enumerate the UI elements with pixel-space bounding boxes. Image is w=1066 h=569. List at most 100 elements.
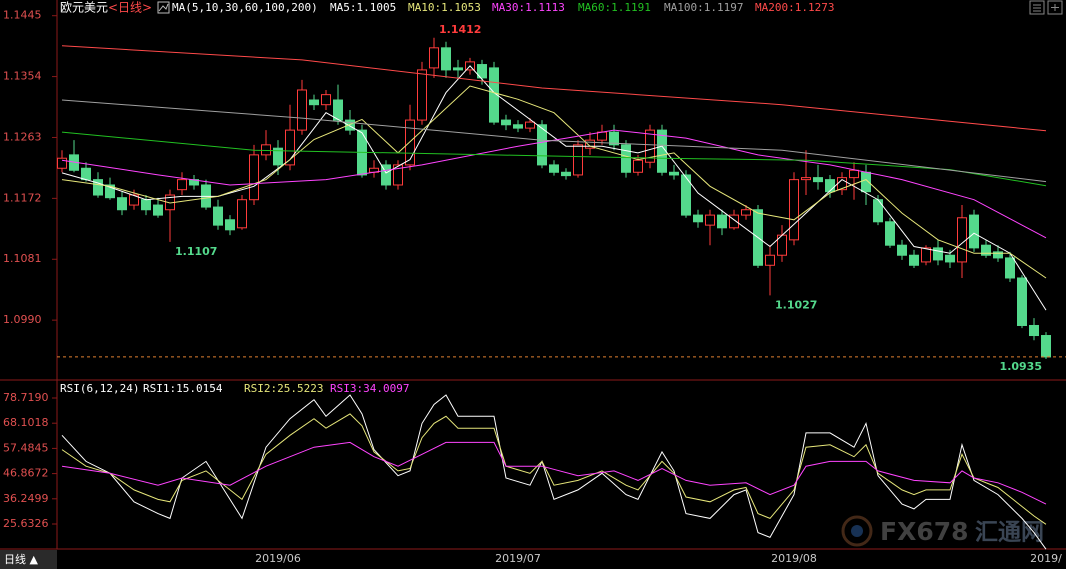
indicator-icon[interactable]: [157, 1, 170, 14]
y-tick-label: 25.6326: [3, 517, 49, 530]
candle-body: [597, 131, 607, 141]
candle-body: [573, 144, 583, 176]
y-tick-label: 57.4845: [3, 441, 49, 454]
series-line: [61, 394, 1047, 550]
candle-body: [729, 214, 739, 229]
candle-body: [885, 221, 895, 246]
candle-body: [309, 99, 319, 106]
candle-body: [741, 209, 751, 216]
candle-body: [405, 119, 415, 166]
watermark: FX678 汇通网: [841, 515, 1044, 547]
candle-body: [429, 47, 439, 69]
candle-body: [1005, 257, 1015, 279]
indicator-icon-glyph: [158, 3, 169, 12]
candle-body: [1017, 277, 1027, 326]
candle-body: [1041, 335, 1051, 358]
candle-body: [249, 154, 259, 201]
candle-body: [297, 89, 307, 131]
candle-body: [513, 124, 523, 129]
candle-body: [105, 184, 115, 199]
candle-body: [705, 214, 715, 226]
y-tick-label: 1.1445: [3, 9, 42, 22]
candle-body: [117, 197, 127, 211]
x-tick-label: 2019/07: [495, 552, 541, 565]
series-line: [61, 441, 1047, 505]
candle-body: [393, 164, 403, 186]
series-line: [61, 65, 1047, 311]
footer-label[interactable]: 日线 ▲: [4, 552, 38, 566]
candle-body: [141, 199, 151, 211]
window-button-glyph: [1033, 4, 1041, 12]
candle-body: [561, 171, 571, 177]
y-tick-label: 68.1018: [3, 416, 49, 429]
legend-item: MA200:1.1273: [755, 1, 834, 14]
price-annotation: 1.1027: [775, 298, 817, 311]
candle-body: [549, 164, 559, 173]
series-line: [61, 85, 1047, 279]
candle-body: [333, 99, 343, 121]
candle-body: [945, 254, 955, 263]
candle-body: [237, 199, 247, 229]
x-tick-label: 2019/06: [255, 552, 301, 565]
candle-body: [717, 214, 727, 229]
window-button[interactable]: [1047, 0, 1063, 15]
candle-body: [621, 144, 631, 173]
watermark-name: 汇通网: [975, 520, 1044, 546]
candle-body: [225, 219, 235, 231]
indicator-label: MA(5,10,30,60,100,200): [172, 1, 318, 14]
candle-body: [213, 206, 223, 226]
candle-body: [693, 214, 703, 223]
candle-body: [153, 204, 163, 216]
watermark-logo: [841, 515, 873, 547]
candle-body: [537, 124, 547, 166]
candle-body: [957, 217, 967, 263]
candle-body: [921, 247, 931, 263]
y-tick-label: 36.2499: [3, 492, 49, 505]
series-line: [61, 99, 1047, 183]
period-label: <日线>: [108, 1, 152, 15]
legend-item: MA100:1.1197: [664, 1, 743, 14]
watermark-logo: [851, 525, 863, 537]
candle-body: [633, 159, 643, 173]
candle-body: [1029, 324, 1039, 337]
price-annotation: 1.1412: [439, 23, 481, 36]
candle-body: [993, 251, 1003, 259]
candle-body: [657, 129, 667, 173]
candle-body: [849, 169, 859, 179]
candle-body: [381, 164, 391, 186]
candle-body: [285, 129, 295, 166]
candle-body: [897, 244, 907, 256]
legend-item: MA30:1.1113: [492, 1, 565, 14]
x-tick-label: 2019/: [1030, 552, 1062, 565]
candle-body: [789, 179, 799, 241]
candle-body: [501, 119, 511, 126]
candle-body: [585, 139, 595, 149]
legend-item: RSI3:34.0097: [330, 382, 409, 395]
window-button[interactable]: [1029, 0, 1045, 15]
candle-body: [273, 147, 283, 166]
y-tick-label: 1.1354: [3, 70, 42, 83]
candle-body: [933, 247, 943, 261]
legend-item: RSI2:25.5223: [244, 382, 323, 395]
y-tick-label: 1.0990: [3, 313, 42, 326]
candle-body: [57, 157, 67, 169]
candle-body: [609, 131, 619, 146]
candle-body: [345, 119, 355, 131]
y-tick-label: 1.1263: [3, 130, 42, 143]
rsi-title: RSI(6,12,24): [60, 382, 139, 395]
candle-body: [825, 179, 835, 193]
legend-item: MA60:1.1191: [578, 1, 651, 14]
candle-body: [477, 64, 487, 79]
series-line: [61, 131, 1047, 187]
candle-body: [93, 179, 103, 196]
footer-box[interactable]: [0, 550, 57, 569]
candle-body: [801, 177, 811, 181]
candle-body: [525, 121, 535, 129]
price-annotation: 1.0935: [1000, 360, 1042, 373]
legend-item: RSI1:15.0154: [143, 382, 223, 395]
window-button-glyph: [1051, 4, 1059, 11]
candle-body: [969, 214, 979, 249]
series-line: [61, 129, 1047, 239]
